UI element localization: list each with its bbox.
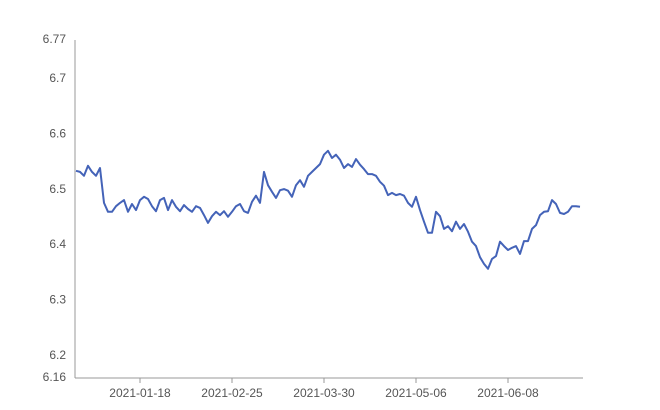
- y-tick-label: 6.77: [43, 32, 67, 46]
- x-tick-label: 2021-02-25: [201, 386, 263, 400]
- y-tick-label: 6.7: [49, 71, 66, 85]
- y-tick-label: 6.3: [49, 293, 66, 307]
- x-tick-label: 2021-03-30: [293, 386, 355, 400]
- x-tick-label: 2021-06-08: [477, 386, 539, 400]
- y-tick-label: 6.4: [49, 237, 66, 251]
- x-tick-label: 2021-05-06: [385, 386, 447, 400]
- y-tick-label: 6.16: [43, 370, 67, 384]
- y-tick-label: 6.5: [49, 182, 66, 196]
- y-tick-label: 6.2: [49, 348, 66, 362]
- price-line: [75, 149, 581, 270]
- y-tick-label: 6.6: [49, 126, 66, 140]
- x-tick-label: 2021-01-18: [109, 386, 171, 400]
